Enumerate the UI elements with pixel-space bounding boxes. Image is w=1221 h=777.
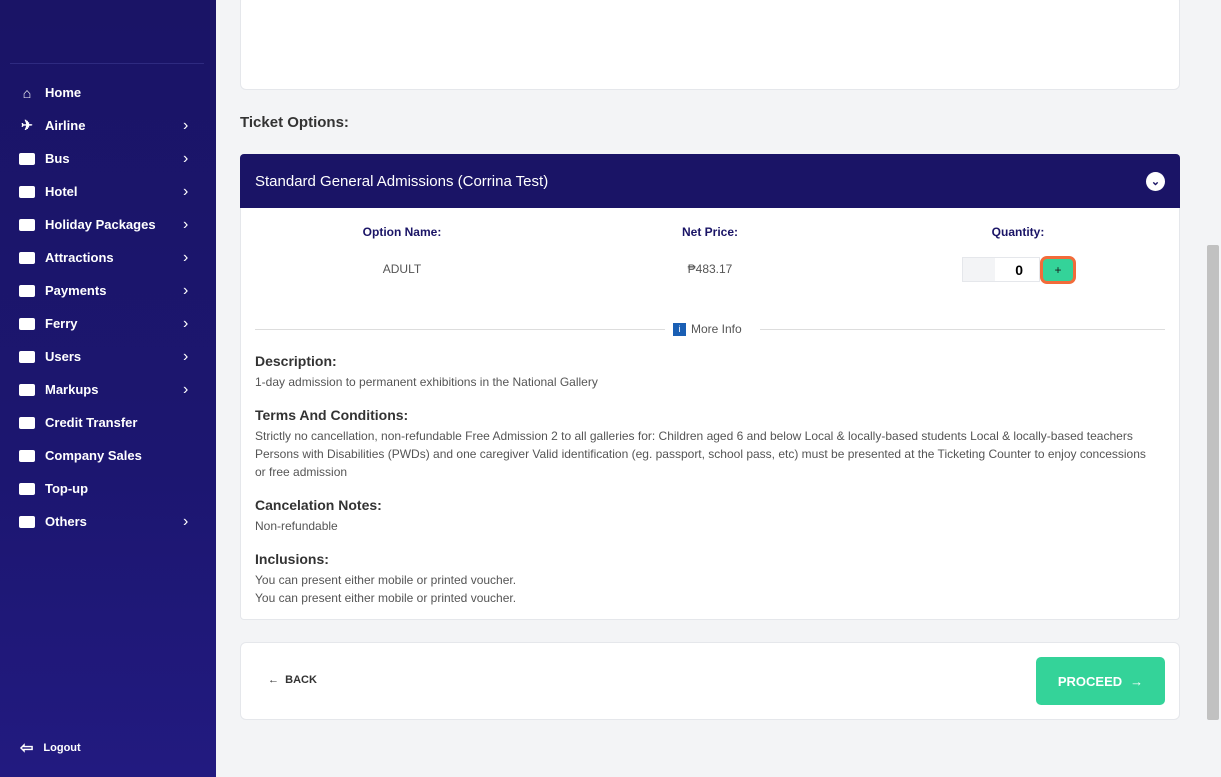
ticket-option-card [240,154,1180,620]
quantity-stepper: 0 [962,257,1040,282]
description-section: Description: 1-day admission to permanent… [255,353,598,389]
header-net-price: Net Price: [681,225,739,239]
sidebar-item-ferry[interactable]: Ferry › [0,307,216,340]
decrement-button[interactable] [963,258,995,281]
coins-icon [18,449,36,463]
more-info-link[interactable]: i More Info [673,322,742,336]
net-price: ₱483.17 [687,262,733,276]
sidebar-item-label: Payments [45,283,107,298]
sidebar: ⌂ Home ✈ Airline › Bus › Hotel › Holiday Packages… [0,0,216,777]
sidebar-item-label: Markups [45,382,99,397]
header-option-name: Option Name: [362,225,442,239]
money-icon [18,383,36,397]
chevron-right-icon: › [183,512,189,530]
chevron-right-icon: › [183,182,189,200]
chevron-right-icon: › [183,314,189,332]
divider [255,329,665,330]
sidebar-item-label: Home [45,85,82,100]
sidebar-item-bus[interactable]: Bus › [0,142,216,175]
cancelation-section: Cancelation Notes: Non-refundable [255,497,382,533]
ticket-icon [18,251,36,265]
ticket-option-header[interactable]: Standard General Admissions (Corrina Tes… [240,154,1180,208]
scrollbar[interactable] [1207,245,1219,720]
sidebar-item-label: Company Sales [45,448,142,463]
sidebar-item-top-up[interactable]: Top-up [0,472,216,505]
arrow-right-icon: → [1130,673,1144,689]
sidebar-item-payments[interactable]: Payments › [0,274,216,307]
sidebar-item-others[interactable]: Others › [0,505,216,538]
piggy-bank-icon [18,482,36,496]
sidebar-item-label: Users [45,349,82,364]
chevron-right-icon: › [183,380,189,398]
divider [760,329,1165,330]
sidebar-item-users[interactable]: Users › [0,340,216,373]
bus-icon [18,152,36,166]
sidebar-item-label: Top-up [45,481,89,496]
sidebar-item-label: Hotel [45,184,78,199]
sidebar-item-label: Airline [45,118,86,133]
terms-section: Terms And Conditions: Strictly no cancell… [255,407,1146,479]
logout-icon: ⇦ [20,740,34,757]
info-icon: i [673,322,686,336]
sidebar-nav: ⌂ Home ✈ Airline › Bus › Hotel › Holiday Packages… [0,76,216,538]
chevron-right-icon: › [183,281,189,299]
sidebar-item-markups[interactable]: Markups › [0,373,216,406]
sidebar-item-airline[interactable]: ✈ Airline › [0,109,216,142]
option-name: ADULT [382,262,422,276]
arrow-left-icon: ← [268,674,279,686]
plane-icon: ✈ [21,117,33,133]
money-transfer-icon [18,416,36,430]
chevron-right-icon: › [183,116,189,134]
sidebar-item-credit-transfer[interactable]: Credit Transfer [0,406,216,439]
back-button[interactable]: ← BACK [268,674,317,686]
sidebar-item-label: Bus [45,151,70,166]
section-title: Ticket Options: [240,114,349,131]
sidebar-item-label: Others [45,514,87,529]
sidebar-item-label: Attractions [45,250,114,265]
chevron-right-icon: › [183,248,189,266]
divider [10,63,204,64]
sidebar-item-home[interactable]: ⌂ Home [0,76,216,109]
chevron-right-icon: › [183,149,189,167]
sidebar-item-label: Credit Transfer [45,415,138,430]
credit-card-icon [18,284,36,298]
sidebar-item-holiday-packages[interactable]: Holiday Packages › [0,208,216,241]
passport-icon [18,515,36,529]
chevron-right-icon: › [183,215,189,233]
home-icon: ⌂ [22,84,32,101]
proceed-button[interactable]: PROCEED → [1036,657,1165,705]
sidebar-item-label: Holiday Packages [45,217,156,232]
header-quantity: Quantity: [991,225,1045,239]
sidebar-item-hotel[interactable]: Hotel › [0,175,216,208]
sidebar-item-attractions[interactable]: Attractions › [0,241,216,274]
inclusions-section: Inclusions: You can present either mobile… [255,551,517,605]
suitcase-icon [18,218,36,232]
users-icon [18,350,36,364]
chevron-down-icon[interactable]: ⌄ [1146,171,1165,191]
ferry-icon [18,317,36,331]
quantity-input[interactable]: 0 [1015,261,1023,278]
increment-button[interactable]: + [1040,256,1076,284]
logout-button[interactable]: ⇦ Logout [20,740,81,757]
sidebar-item-label: Ferry [45,316,78,331]
footer-card [240,642,1180,720]
sidebar-item-company-sales[interactable]: Company Sales [0,439,216,472]
top-card [240,0,1180,90]
chevron-right-icon: › [183,347,189,365]
bed-icon [18,185,36,199]
